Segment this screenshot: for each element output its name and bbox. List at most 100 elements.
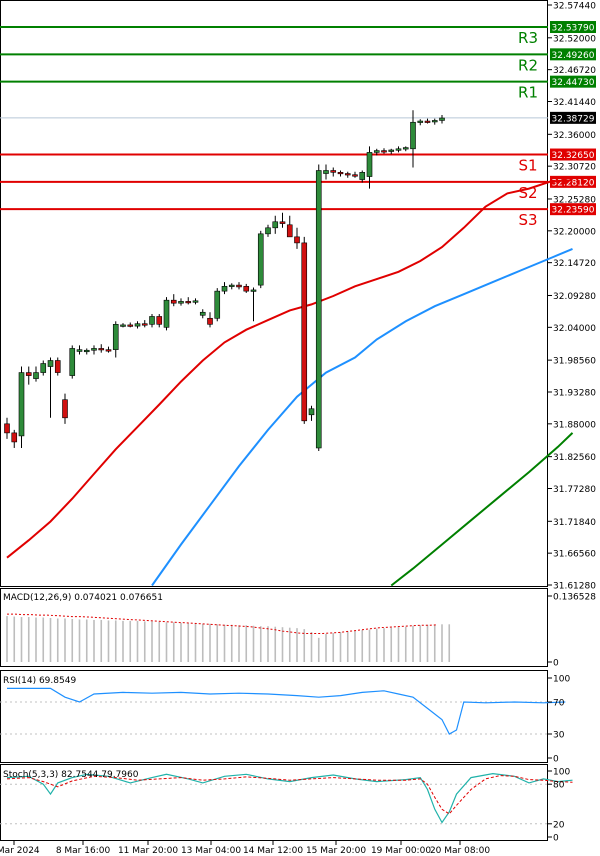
moving-average-blue	[151, 247, 573, 587]
candle-body	[315, 170, 322, 449]
y-tick-label: 32.14720	[553, 259, 596, 269]
level-name-r2: R2	[518, 56, 538, 74]
level-price-label: 32.53790	[552, 24, 595, 34]
moving-average-red	[6, 179, 573, 559]
rsi-panel-frame	[0, 670, 548, 763]
candle-body	[381, 150, 387, 153]
candle-body	[286, 224, 293, 238]
x-tick-label: 15 Mar 20:00	[306, 846, 366, 856]
level-price-label: 32.32650	[552, 151, 595, 161]
y-tick-label: 32.46720	[553, 66, 596, 76]
rsi-tick-label: 0	[553, 755, 559, 765]
candle-body	[76, 349, 83, 352]
candle-body	[199, 311, 206, 316]
level-name-s1: S1	[518, 157, 537, 175]
candle-body	[149, 316, 155, 325]
candle-body	[236, 284, 242, 288]
moving-average-green	[390, 432, 574, 587]
x-tick-label: 20 Mar 08:00	[430, 846, 490, 856]
level-name-r3: R3	[518, 29, 538, 47]
stoch-tick-label: 100	[553, 768, 570, 778]
candle-body	[207, 317, 213, 325]
candle-body	[62, 399, 68, 419]
candle-body	[424, 120, 431, 123]
x-tick-label: 14 Mar 12:00	[243, 846, 303, 856]
candle-body	[141, 323, 148, 326]
candle-body	[163, 299, 170, 328]
y-tick-label: 32.25280	[553, 195, 596, 205]
candle-body	[439, 117, 445, 121]
candle-body	[337, 172, 344, 175]
candle-body	[47, 360, 54, 367]
candle-body	[366, 152, 373, 177]
candle-body	[352, 174, 358, 177]
y-tick-label: 31.77280	[553, 485, 596, 495]
candle-body	[54, 360, 61, 373]
candle-body	[373, 150, 380, 153]
candle-body	[410, 121, 416, 150]
rsi-line	[7, 687, 566, 735]
y-tick-label: 32.36000	[553, 131, 596, 141]
x-tick-label: 11 Mar 20:00	[118, 846, 178, 856]
y-tick-label: 32.57440	[553, 2, 596, 12]
candle-body	[431, 120, 438, 123]
candle-body	[279, 221, 286, 224]
y-tick-label: 31.82560	[553, 453, 596, 463]
candle-body	[91, 348, 97, 351]
candle-body	[18, 372, 25, 437]
rsi-tick-label: 70	[553, 699, 565, 709]
current-price-tag	[550, 111, 596, 124]
y-tick-label: 31.93280	[553, 388, 596, 398]
candle-body	[178, 301, 184, 304]
x-tick-label: 19 Mar 00:00	[371, 846, 431, 856]
candle-body	[127, 324, 134, 327]
candle-body	[40, 363, 47, 373]
candle-body	[11, 432, 18, 443]
y-tick-label: 31.66560	[553, 550, 596, 560]
x-tick-label: 13 Mar 04:00	[181, 846, 241, 856]
candle-body	[243, 286, 250, 292]
candle-body	[214, 290, 221, 319]
candle-body	[402, 147, 409, 150]
candle-body	[344, 173, 351, 176]
level-price-label: 32.49260	[552, 51, 595, 61]
candle-body	[170, 299, 177, 304]
y-tick-label: 31.98560	[553, 357, 596, 367]
candle-body	[257, 233, 264, 286]
y-tick-label: 32.09280	[553, 292, 596, 302]
level-price-tag	[550, 148, 596, 161]
stoch-tick-label: 80	[553, 781, 565, 791]
level-name-r1: R1	[518, 84, 538, 102]
y-tick-label: 31.71840	[553, 518, 596, 528]
stoch-signal-line	[6, 775, 573, 815]
candle-body	[388, 149, 395, 152]
stoch-tick-label: 20	[553, 820, 565, 830]
candle-body	[228, 284, 235, 287]
y-tick-label: 31.61280	[553, 582, 596, 592]
rsi-tick-label: 100	[553, 675, 570, 685]
candle-body	[25, 372, 32, 376]
candle-body	[221, 286, 228, 292]
stoch-panel: 100 80 20 0 Stoch(5,3,3) 82.7544 79.7960	[0, 764, 573, 844]
level-price-label: 32.44730	[552, 78, 595, 88]
x-tick-label: 7 Mar 2024	[0, 846, 40, 856]
x-tick-label: 8 Mar 16:00	[56, 846, 111, 856]
main-panel: R3 32.53790 R2 32.49260 R1 32.44730 S1 32.32650…	[0, 0, 596, 592]
candle-body	[272, 221, 279, 229]
candle-body	[395, 148, 402, 151]
macd-tick-label: 0	[553, 659, 559, 669]
level-price-tag	[550, 175, 596, 188]
y-tick-label: 32.52000	[553, 34, 596, 44]
candle-body	[294, 236, 300, 244]
macd-tick-label: 0.136528	[553, 593, 596, 603]
candle-body	[192, 300, 199, 303]
main-panel-frame	[0, 0, 548, 587]
y-tick-label: 32.30720	[553, 163, 596, 173]
level-price-tag	[550, 21, 596, 34]
candle-body	[301, 242, 308, 422]
candle-body	[156, 316, 163, 325]
candle-body	[323, 170, 329, 174]
y-tick-label: 31.88000	[553, 420, 596, 430]
level-price-tag	[550, 48, 596, 61]
